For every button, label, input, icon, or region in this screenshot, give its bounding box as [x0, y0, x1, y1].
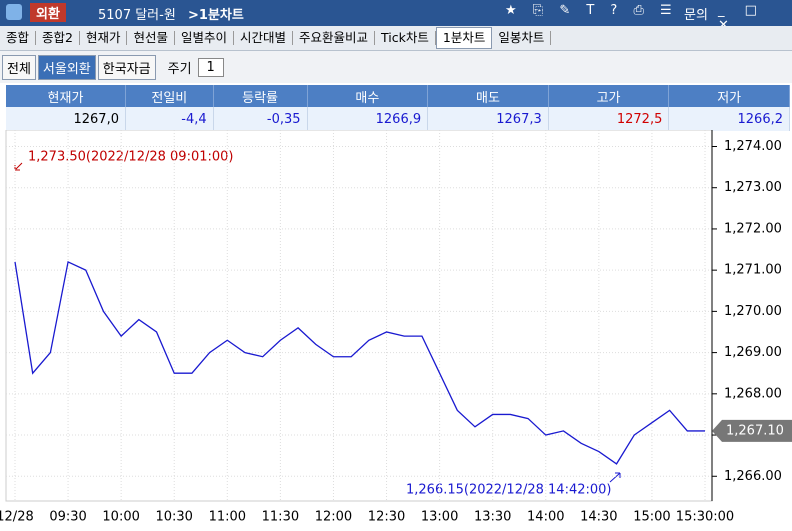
y-tick-label: 1,271.00 [724, 263, 782, 278]
cell: 1266,2 [668, 107, 790, 131]
cell: 1267,0 [6, 107, 126, 131]
title-bar: 외환 5107 달러-원 >1분차트 문의 ★ ⎘ ✎ T ? ⎙ ☰ _ □ … [0, 0, 792, 33]
x-tick-label: 12/28 [0, 510, 34, 525]
column-header: 매수 [307, 85, 429, 107]
column-header: 매도 [427, 85, 549, 107]
x-tick-label: 15:30:00 [676, 510, 734, 525]
market-button[interactable]: 전체 [2, 54, 36, 80]
y-tick-label: 1,272.00 [724, 221, 782, 236]
x-tick-label: 09:30 [49, 510, 86, 525]
column-header: 전일비 [125, 85, 214, 107]
x-tick-label: 12:30 [368, 510, 405, 525]
column-header: 등락률 [213, 85, 308, 107]
app-name: 외환 [30, 3, 66, 22]
column-header: 현재가 [6, 85, 126, 107]
x-tick-label: 10:00 [102, 510, 139, 525]
x-tick-label: 14:30 [580, 510, 617, 525]
x-tick-label: 14:00 [527, 510, 564, 525]
app-icon [6, 4, 22, 20]
x-tick-label: 11:00 [209, 510, 246, 525]
cell: -4,4 [125, 107, 214, 131]
tab[interactable]: Tick차트 [375, 31, 436, 45]
screen-name: >1분차트 [188, 8, 244, 23]
period-input[interactable]: 1 [197, 57, 224, 77]
tab[interactable]: 주요환율비교 [293, 31, 376, 45]
x-tick-label: 10:30 [155, 510, 192, 525]
tab[interactable]: 현재가 [80, 31, 128, 45]
tab[interactable]: 시간대별 [234, 31, 294, 45]
tab[interactable]: 현선물 [127, 31, 175, 45]
last-price-label: 1,267.10 [726, 423, 784, 438]
window-controls[interactable]: _ □ ✕ [718, 3, 765, 33]
x-tick-label: 13:30 [474, 510, 511, 525]
market-button[interactable]: 서울외환 [37, 54, 96, 80]
plot-area [5, 130, 713, 502]
tab[interactable]: 종합 [0, 31, 37, 45]
column-header: 고가 [548, 85, 670, 107]
low-label: 1,266.15(2022/12/28 14:42:00) [406, 483, 611, 498]
cell: 1266,9 [307, 107, 429, 131]
toolbar-icons[interactable]: ★ ⎘ ✎ T ? ⎙ ☰ [505, 3, 678, 18]
y-tick-label: 1,270.00 [724, 304, 782, 319]
y-tick-label: 1,274.00 [724, 139, 782, 154]
price-line [14, 260, 705, 465]
toolbar: 전체 서울외환 한국자금 주기 1 [0, 51, 792, 83]
tab[interactable]: 1분차트 [435, 27, 493, 49]
cell: 1267,3 [427, 107, 549, 131]
y-tick-label: 1,273.00 [724, 180, 782, 195]
tab[interactable]: 일별추이 [175, 31, 235, 45]
chart: 1,273.50(2022/12/28 09:01:00) 1,266.15(2… [0, 130, 792, 525]
market-button[interactable]: 한국자금 [97, 54, 156, 80]
quote-table: 현재가 전일비 등락률 매수 매도 고가 저가 1267,0 -4,4 -0,35 1266,9 12… [6, 85, 790, 131]
cell: -0,35 [213, 107, 308, 131]
y-tick-label: 1,269.00 [724, 345, 782, 360]
x-tick-label: 12:00 [315, 510, 352, 525]
high-label: 1,273.50(2022/12/28 09:01:00) [28, 150, 233, 165]
y-tick-label: 1,266.00 [724, 469, 782, 484]
tab[interactable]: 종합2 [36, 31, 80, 45]
last-price-tag [712, 419, 792, 442]
x-tick-label: 13:00 [421, 510, 458, 525]
column-header: 저가 [668, 85, 790, 107]
x-tick-label: 11:30 [262, 510, 299, 525]
help[interactable]: 문의 [684, 8, 708, 23]
tab-bar: 종합 종합2 현재가 현선물 일별추이 시간대별 주요환율비교 Tick차트 1분차트 일봉차트 [0, 26, 792, 51]
period-label: 주기 [167, 61, 192, 77]
y-tick-label: 1,268.00 [724, 386, 782, 401]
x-tick-label: 15:00 [633, 510, 670, 525]
cell: 1272,5 [548, 107, 670, 131]
tab[interactable]: 일봉차트 [492, 31, 552, 45]
low-arrow [609, 472, 621, 483]
code: 5107 달러-원 [98, 8, 176, 23]
